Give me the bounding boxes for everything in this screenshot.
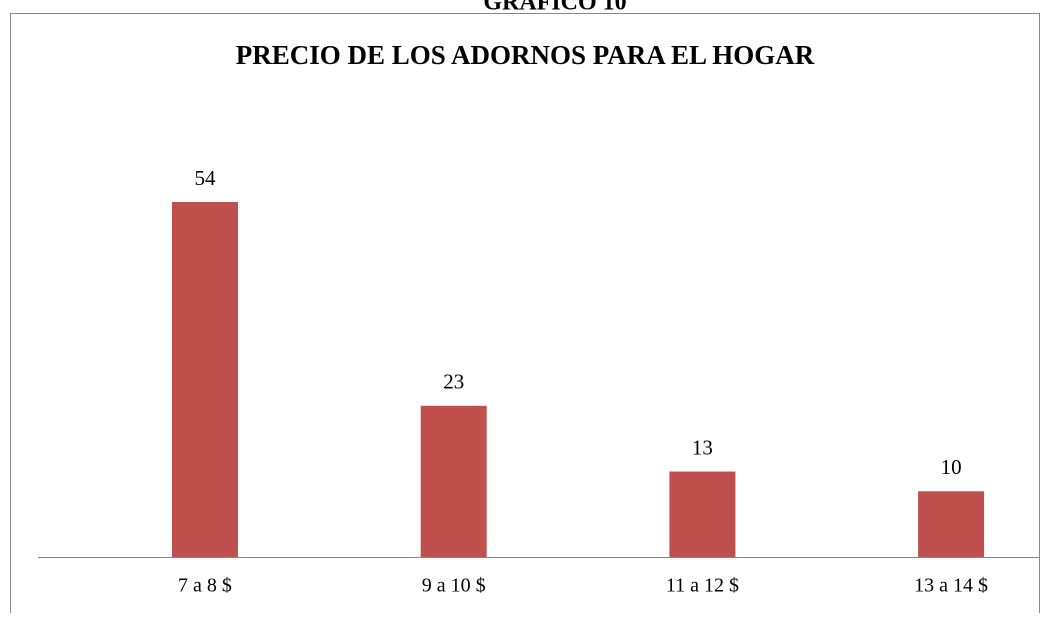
x-tick-label: 7 a 8 $ xyxy=(178,575,232,597)
x-tick-label: 13 a 14 $ xyxy=(914,575,988,597)
chart-title: PRECIO DE LOS ADORNOS PARA EL HOGAR xyxy=(236,40,815,70)
data-label: 13 xyxy=(692,435,713,459)
bar xyxy=(669,471,736,557)
chart-border xyxy=(10,13,1040,618)
data-label: 54 xyxy=(195,166,217,190)
data-label: 23 xyxy=(443,370,464,394)
chart-heading: GRAFICO 10 xyxy=(483,0,626,16)
bar xyxy=(918,491,985,557)
bar xyxy=(420,405,487,557)
data-label: 10 xyxy=(941,455,962,479)
bar xyxy=(172,202,238,557)
x-tick-label: 9 a 10 $ xyxy=(422,575,486,597)
x-tick-label: 11 a 12 $ xyxy=(666,575,739,597)
